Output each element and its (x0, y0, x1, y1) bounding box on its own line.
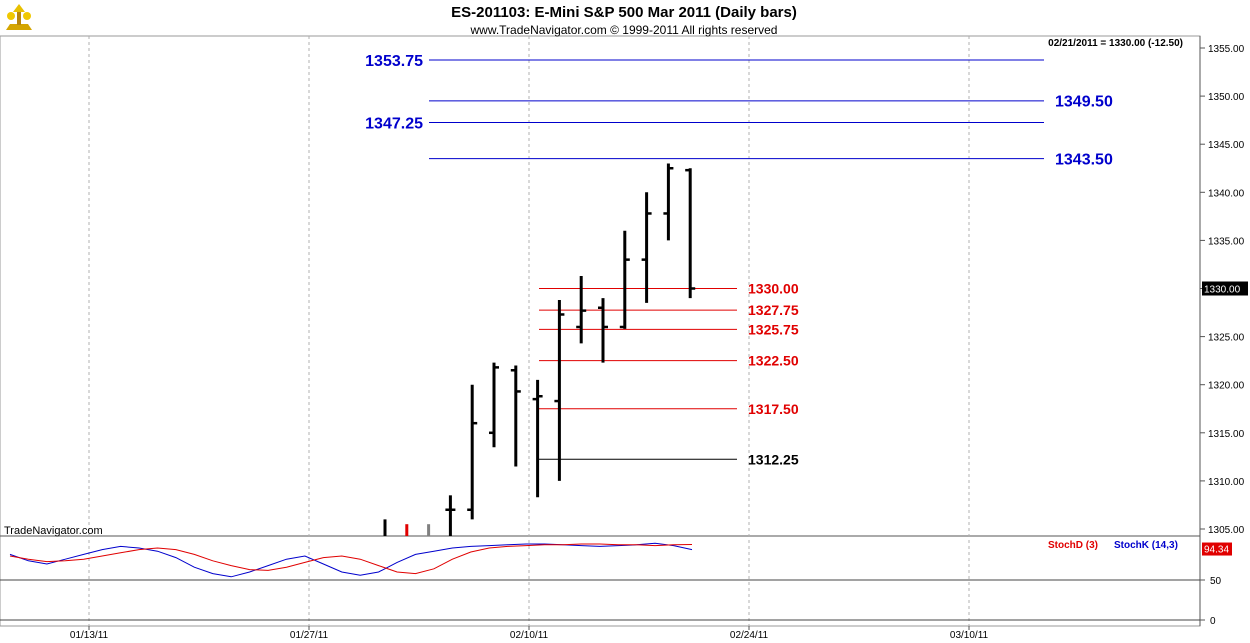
x-tick-label: 02/24/11 (730, 630, 769, 641)
ohlc-bar (663, 163, 674, 241)
price-tag-box (1202, 281, 1248, 296)
level-1349.50: 1349.50 (429, 94, 1113, 111)
y-tick-label: 1305.00 (1208, 525, 1245, 536)
y-tick-label: 1335.00 (1208, 236, 1245, 247)
ohlc-bar (554, 300, 565, 481)
ohlc-bar (510, 365, 521, 467)
y-tick-label: 1325.00 (1208, 333, 1245, 344)
watermark-text: TradeNavigator.com (4, 525, 103, 537)
ohlc-bar (467, 384, 478, 520)
ohlc-bar (532, 379, 543, 498)
level-label: 1325.75 (748, 321, 799, 337)
level-1327.75: 1327.75 (539, 302, 799, 318)
level-label: 1349.50 (1055, 94, 1113, 111)
y-tick-label: 1345.00 (1208, 140, 1245, 151)
ohlc-bar (489, 362, 499, 448)
level-label: 1353.75 (365, 53, 423, 70)
level-label: 1327.75 (748, 302, 799, 318)
ohlc-bar (598, 298, 608, 363)
level-label: 1347.25 (365, 115, 423, 132)
x-tick-label: 01/13/11 (70, 630, 109, 641)
level-1325.75: 1325.75 (539, 321, 799, 337)
ohlc-bar (641, 192, 652, 303)
y-tick-label: 1310.00 (1208, 477, 1245, 488)
stoch-d-legend: StochD (3) (1048, 540, 1098, 551)
chart-title: ES-201103: E-Mini S&P 500 Mar 2011 (Dail… (451, 4, 797, 21)
price-tag-label: 1330.00 (1204, 285, 1241, 296)
x-axis-ticks: 01/13/11 01/27/11 02/10/11 02/24/11 03/10/11 (70, 626, 989, 641)
level-1312.25: 1312.25 (539, 451, 799, 467)
trade-navigator-logo-icon (6, 4, 32, 30)
price-readout: 02/21/2011 = 1330.00 (-12.50) (1048, 38, 1183, 49)
level-label: 1322.50 (748, 353, 799, 369)
copyright-text: www.TradeNavigator.com © 1999-2011 All r… (470, 23, 778, 37)
stochastic-panel: 50 0 94.34 (0, 542, 1232, 627)
stoch-value-tag (1202, 542, 1232, 556)
level-1322.50: 1322.50 (539, 353, 799, 369)
y-tick-label: 1315.00 (1208, 429, 1245, 440)
level-1347.25: 1347.25 (365, 115, 1044, 132)
vertical-gridlines (88, 36, 970, 626)
x-tick-label: 03/10/11 (950, 630, 989, 641)
indicator-tick-label: 50 (1210, 576, 1222, 587)
x-tick-label: 02/10/11 (510, 630, 549, 641)
y-tick-label: 1350.00 (1208, 92, 1245, 103)
level-1353.75: 1353.75 (365, 53, 1044, 70)
ohlc-bars (383, 163, 696, 536)
level-label: 1330.00 (748, 281, 799, 297)
stoch-d-line (9, 543, 693, 575)
stoch-k-legend: StochK (14,3) (1114, 540, 1178, 551)
ohlc-bar (619, 230, 630, 329)
ohlc-bar (576, 275, 587, 344)
ohlc-bar (685, 168, 696, 299)
indicator-tick-label: 0 (1210, 616, 1216, 627)
y-tick-label: 1355.00 (1208, 44, 1245, 55)
current-price-tag: 1330.00 (1202, 281, 1248, 296)
ohlc-bar (445, 495, 456, 536)
level-1343.50: 1343.50 (429, 151, 1113, 168)
level-1317.50: 1317.50 (539, 401, 799, 417)
stoch-k-line (9, 542, 693, 578)
level-1330.00: 1330.00 (539, 281, 799, 297)
plot-frame (0, 35, 1201, 627)
level-label: 1343.50 (1055, 151, 1113, 168)
y-tick-label: 1340.00 (1208, 188, 1245, 199)
level-label: 1312.25 (748, 451, 799, 467)
level-label: 1317.50 (748, 401, 799, 417)
x-tick-label: 01/27/11 (290, 630, 329, 641)
y-tick-label: 1320.00 (1208, 381, 1245, 392)
level-lines: 1353.75 1349.50 1347.25 1343.50 1330.00 1327.… (365, 53, 1113, 468)
stoch-value-label: 94.34 (1204, 545, 1229, 556)
